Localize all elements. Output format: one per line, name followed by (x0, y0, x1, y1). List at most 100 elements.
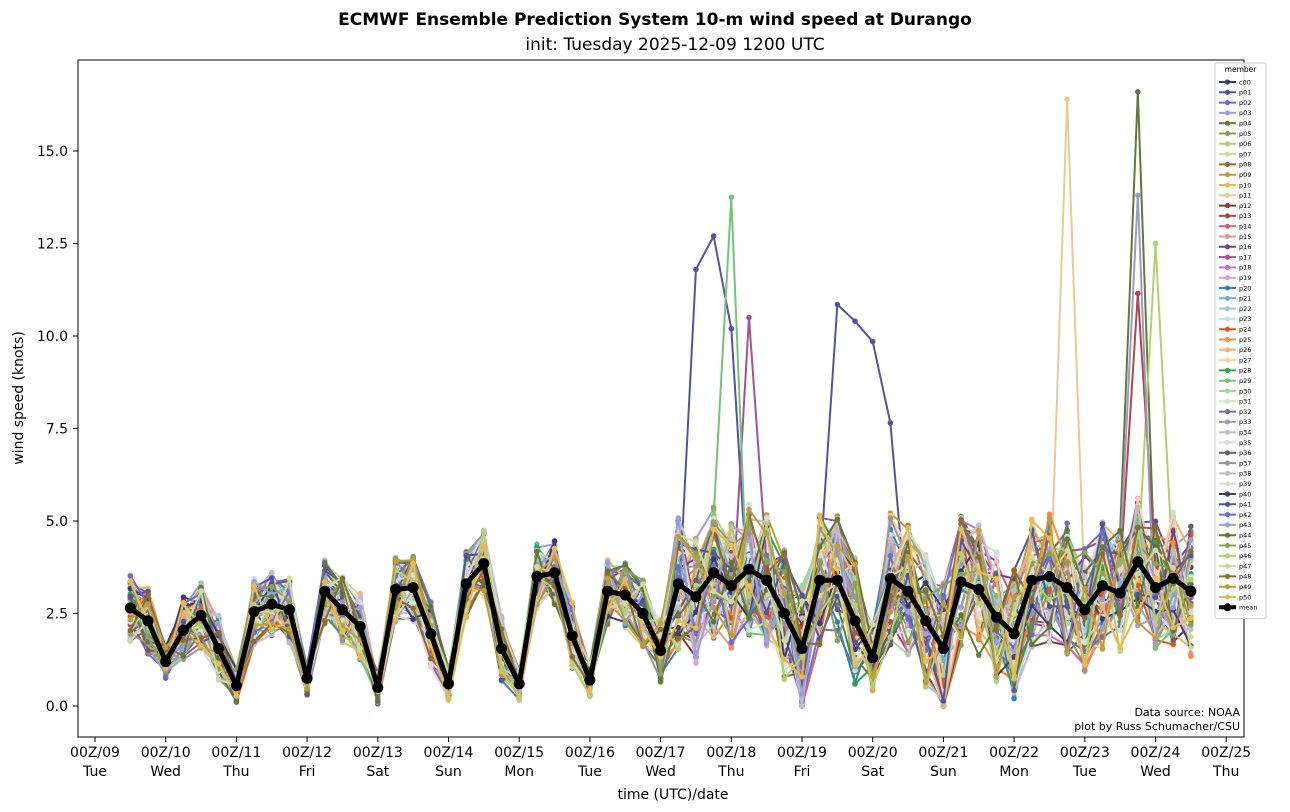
x-tick-day-label: Sun (930, 764, 957, 780)
legend-label: p28 (1239, 367, 1251, 375)
member-point (710, 563, 717, 569)
x-tick-day-label: Mon (999, 764, 1029, 780)
legend-entry-p37: p37 (1219, 459, 1251, 467)
member-point (304, 685, 310, 692)
member-point (604, 575, 611, 582)
legend-entry-p24: p24 (1219, 326, 1251, 334)
member-point (1099, 550, 1106, 557)
member-point (162, 674, 169, 680)
legend-label: mean (1239, 604, 1257, 612)
member-point (1117, 627, 1123, 634)
member-point (693, 625, 699, 631)
member-point (640, 581, 646, 587)
member-point (993, 604, 1000, 611)
member-point (1099, 645, 1106, 652)
member-point (304, 691, 310, 698)
legend-swatch-marker (1224, 398, 1231, 404)
legend-swatch-marker (1224, 522, 1231, 528)
legend-entry-c00: c00 (1219, 78, 1251, 86)
member-point (198, 643, 204, 649)
legend-swatch-marker (1224, 285, 1231, 291)
member-point (1011, 672, 1017, 679)
member-point (268, 594, 275, 600)
member-point (993, 627, 1000, 634)
legend: member c00 p01 p02 p03 p04 p05 p06 p07 p08 p09 p10 p… (1214, 62, 1267, 620)
mean-point (407, 582, 419, 594)
member-point (428, 603, 434, 610)
mean-point (920, 615, 932, 627)
mean-point (619, 589, 631, 601)
legend-swatch-marker (1224, 275, 1231, 281)
legend-label: p48 (1239, 573, 1251, 581)
member-point (1117, 543, 1123, 550)
member-point (940, 594, 947, 601)
member-point (993, 553, 1000, 560)
legend-entry-p08: p08 (1219, 161, 1251, 169)
mean-point (937, 643, 949, 655)
legend-swatch-marker (1224, 326, 1231, 332)
member-point (215, 677, 222, 683)
member-point (710, 633, 717, 640)
member-point (321, 560, 328, 567)
member-point (746, 583, 752, 590)
mean-point (655, 645, 667, 656)
legend-entry-p25: p25 (1219, 336, 1251, 344)
member-point (710, 550, 717, 556)
x-axis: 00Z/09 Tue 00Z/10 Wed 00Z/11 Thu 00Z/12 Fri 00Z/… (70, 737, 1251, 780)
member-point (834, 566, 841, 572)
member-point (657, 620, 664, 626)
y-tick-label: 12.5 (37, 237, 68, 253)
member-point (357, 594, 363, 601)
member-point (975, 569, 982, 575)
legend-entry-mean: mean (1219, 603, 1257, 612)
x-tick-day-label: Sat (366, 764, 389, 780)
member-point (1117, 612, 1123, 619)
legend-entry-p50: p50 (1219, 593, 1251, 601)
legend-swatch-marker (1224, 532, 1231, 538)
member-point (1117, 644, 1123, 651)
member-point (693, 582, 699, 589)
member-point (251, 638, 257, 645)
legend-entry-p20: p20 (1219, 284, 1251, 292)
legend-label: p14 (1239, 223, 1251, 231)
y-tick-label: 7.5 (46, 422, 68, 438)
member-point (869, 673, 876, 680)
mean-point (443, 678, 454, 690)
member-point (905, 602, 911, 609)
member-point (763, 514, 770, 521)
member-point (1046, 610, 1053, 617)
mean-point (496, 643, 508, 655)
x-tick-label: 00Z/25 (1201, 745, 1251, 761)
member-point (1170, 604, 1176, 611)
chart-title: ECMWF Ensemble Prediction System 10-m wi… (338, 10, 972, 30)
member-point (993, 674, 1000, 680)
x-tick-label: 00Z/17 (636, 745, 686, 761)
member-point (321, 617, 328, 624)
member-point (1028, 517, 1035, 524)
legend-swatch-marker (1224, 203, 1231, 209)
mean-point (725, 580, 737, 592)
mean-point (301, 672, 313, 684)
legend-swatch-marker (1224, 594, 1231, 600)
member-point (1188, 609, 1194, 616)
member-point (1152, 615, 1159, 622)
legend-swatch-marker (1223, 603, 1232, 612)
member-point (675, 635, 682, 642)
legend-entry-p10: p10 (1219, 181, 1251, 189)
member-point (1152, 547, 1159, 554)
legend-entry-p26: p26 (1219, 346, 1251, 354)
member-point (622, 576, 629, 583)
member-point (852, 318, 858, 325)
member-point (763, 637, 770, 643)
member-point (887, 553, 894, 559)
member-point (569, 599, 576, 606)
legend-label: p42 (1239, 511, 1251, 519)
member-point (445, 695, 452, 702)
member-point (1135, 496, 1141, 502)
member-point (887, 420, 894, 426)
member-point (1152, 575, 1159, 581)
legend-label: p15 (1239, 233, 1251, 241)
member-point (834, 528, 841, 535)
member-point (127, 638, 134, 644)
legend-label: p12 (1239, 202, 1251, 210)
